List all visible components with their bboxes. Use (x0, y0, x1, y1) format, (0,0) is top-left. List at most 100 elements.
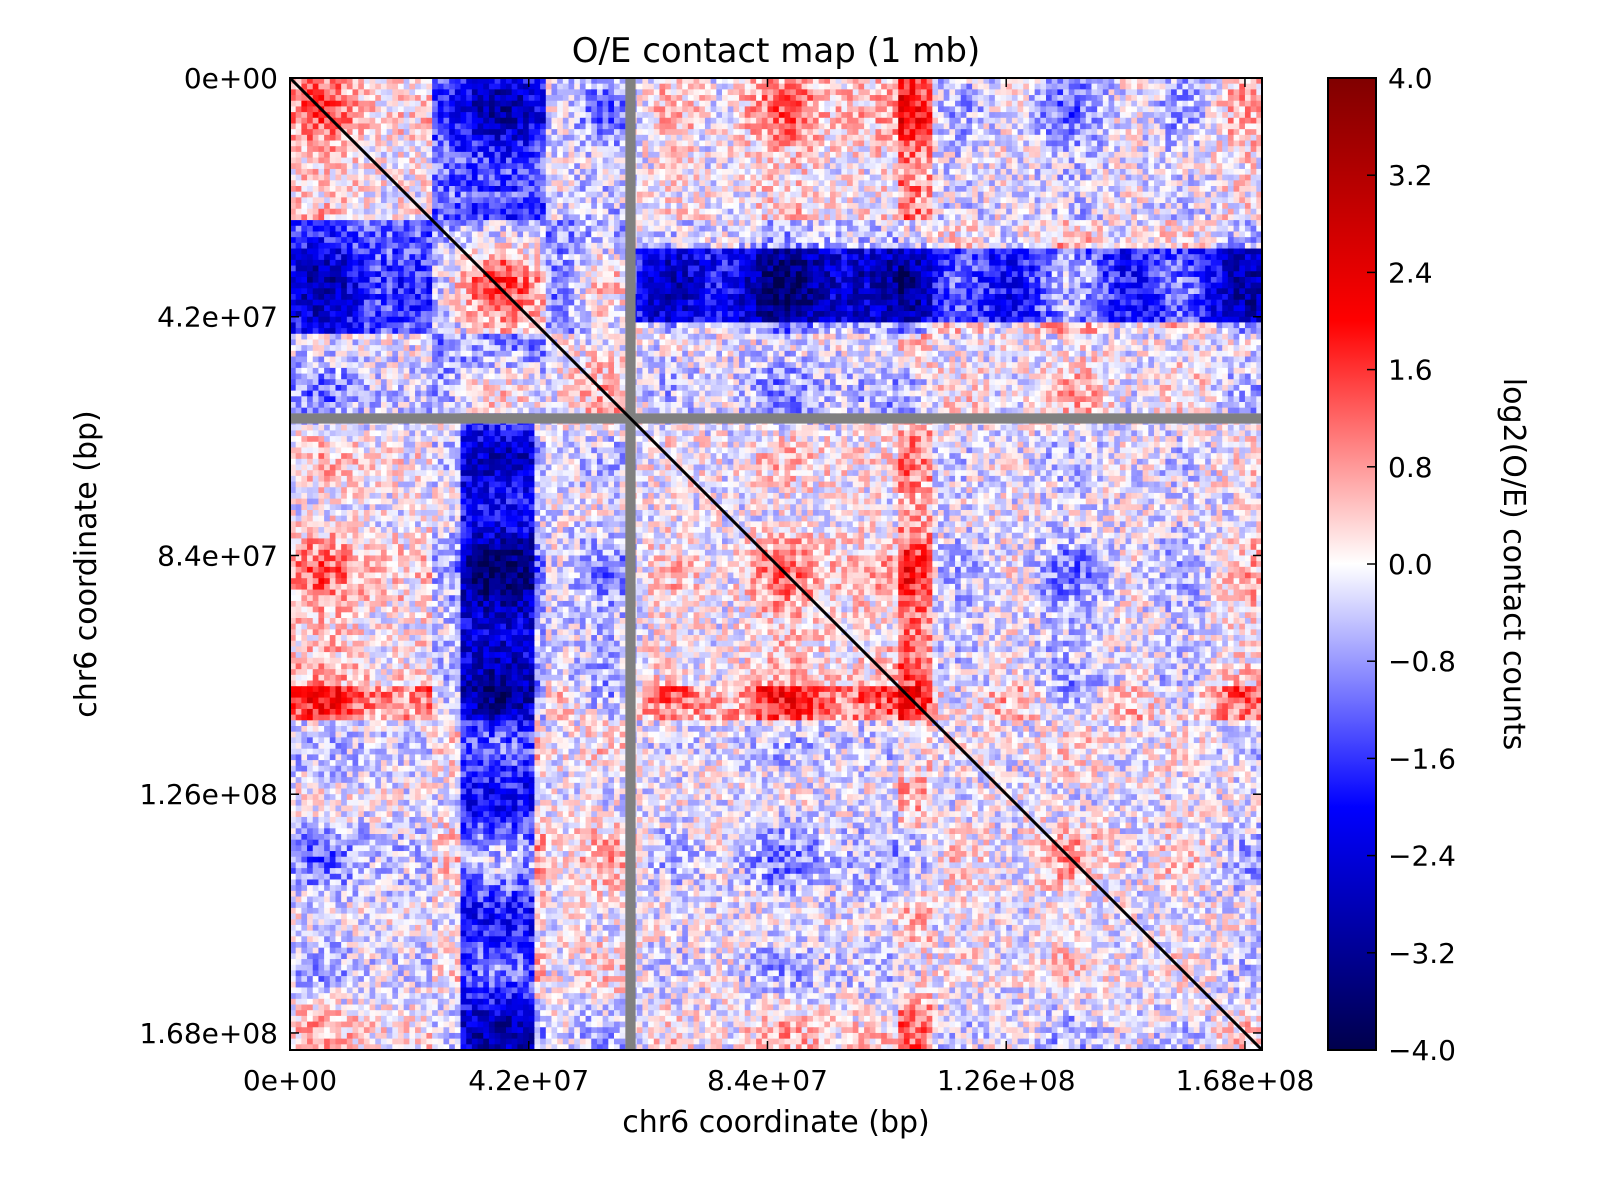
heatmap-cell (898, 129, 904, 135)
heatmap-cell (517, 158, 523, 164)
heatmap-cell (1029, 220, 1035, 226)
heatmap-cell (910, 146, 916, 152)
heatmap-cell (989, 152, 995, 158)
heatmap-cell (1137, 214, 1143, 220)
heatmap-cell (722, 106, 728, 112)
heatmap-cell (790, 163, 796, 169)
heatmap-cell (733, 203, 739, 209)
heatmap-cell (1074, 209, 1080, 215)
heatmap-cell (796, 163, 802, 169)
heatmap-cell (989, 203, 995, 209)
heatmap-cell (313, 112, 319, 118)
heatmap-cell (773, 152, 779, 158)
heatmap-cell (642, 95, 648, 101)
heatmap-cell (1029, 209, 1035, 215)
heatmap-cell (802, 95, 808, 101)
heatmap-cell (1143, 214, 1149, 220)
heatmap-cell (893, 226, 899, 232)
heatmap-cell (551, 214, 557, 220)
heatmap-cell (495, 89, 501, 95)
heatmap-cell (853, 112, 859, 118)
heatmap-cell (716, 129, 722, 135)
heatmap-cell (1091, 141, 1097, 147)
heatmap-cell (927, 197, 933, 203)
heatmap-cell (659, 209, 665, 215)
heatmap-cell (779, 89, 785, 95)
heatmap-cell (1171, 203, 1177, 209)
heatmap-cell (864, 220, 870, 226)
heatmap-cell (353, 214, 359, 220)
heatmap-cell (586, 101, 592, 107)
heatmap-cell (1143, 112, 1149, 118)
heatmap-cell (1222, 192, 1228, 198)
heatmap-cell (927, 209, 933, 215)
heatmap-cell (756, 197, 762, 203)
heatmap-cell (1154, 169, 1160, 175)
heatmap-cell (324, 226, 330, 232)
heatmap-cell (722, 152, 728, 158)
heatmap-cell (1001, 112, 1007, 118)
heatmap-cell (1080, 214, 1086, 220)
heatmap-cell (745, 220, 751, 226)
heatmap-cell (847, 84, 853, 90)
heatmap-cell (483, 180, 489, 186)
heatmap-cell (1199, 129, 1205, 135)
heatmap-cell (580, 84, 586, 90)
heatmap-cell (915, 220, 921, 226)
heatmap-cell (1109, 209, 1115, 215)
heatmap-cell (1222, 84, 1228, 90)
heatmap-cell (836, 141, 842, 147)
heatmap-cell (461, 112, 467, 118)
heatmap-cell (1217, 101, 1223, 107)
heatmap-cell (1109, 186, 1115, 192)
heatmap-cell (330, 197, 336, 203)
heatmap-cell (1035, 192, 1041, 198)
heatmap-cell (1171, 101, 1177, 107)
heatmap-cell (847, 135, 853, 141)
heatmap-cell (597, 152, 603, 158)
heatmap-cell (915, 209, 921, 215)
heatmap-cell (659, 141, 665, 147)
heatmap-cell (375, 175, 381, 181)
heatmap-cell (659, 220, 665, 226)
heatmap-cell (750, 123, 756, 129)
heatmap-cell (432, 197, 438, 203)
heatmap-cell (534, 135, 540, 141)
heatmap-cell (654, 186, 660, 192)
heatmap-cell (335, 89, 341, 95)
heatmap-cell (551, 226, 557, 232)
heatmap-cell (364, 243, 370, 249)
heatmap-cell (614, 135, 620, 141)
heatmap-cell (807, 197, 813, 203)
heatmap-cell (614, 118, 620, 124)
heatmap-cell (807, 180, 813, 186)
heatmap-cell (1052, 220, 1058, 226)
heatmap-cell (1182, 123, 1188, 129)
heatmap-cell (580, 175, 586, 181)
heatmap-cell (1188, 152, 1194, 158)
heatmap-cell (1205, 95, 1211, 101)
heatmap-cell (1018, 135, 1024, 141)
heatmap-cell (983, 129, 989, 135)
heatmap-cell (1171, 152, 1177, 158)
heatmap-cell (1091, 231, 1097, 237)
heatmap-cell (489, 118, 495, 124)
heatmap-cell (1114, 226, 1120, 232)
heatmap-cell (733, 135, 739, 141)
heatmap-cell (875, 106, 881, 112)
heatmap-cell (642, 152, 648, 158)
heatmap-cell (381, 237, 387, 243)
heatmap-cell (921, 209, 927, 215)
heatmap-cell (324, 84, 330, 90)
heatmap-cell (722, 146, 728, 152)
heatmap-cell (1120, 169, 1126, 175)
heatmap-cell (1091, 129, 1097, 135)
heatmap-cell (961, 180, 967, 186)
heatmap-cell (1097, 152, 1103, 158)
heatmap-cell (682, 158, 688, 164)
heatmap-cell (932, 180, 938, 186)
heatmap-cell (449, 129, 455, 135)
heatmap-cell (421, 129, 427, 135)
heatmap-cell (1199, 220, 1205, 226)
heatmap-cell (1126, 146, 1132, 152)
